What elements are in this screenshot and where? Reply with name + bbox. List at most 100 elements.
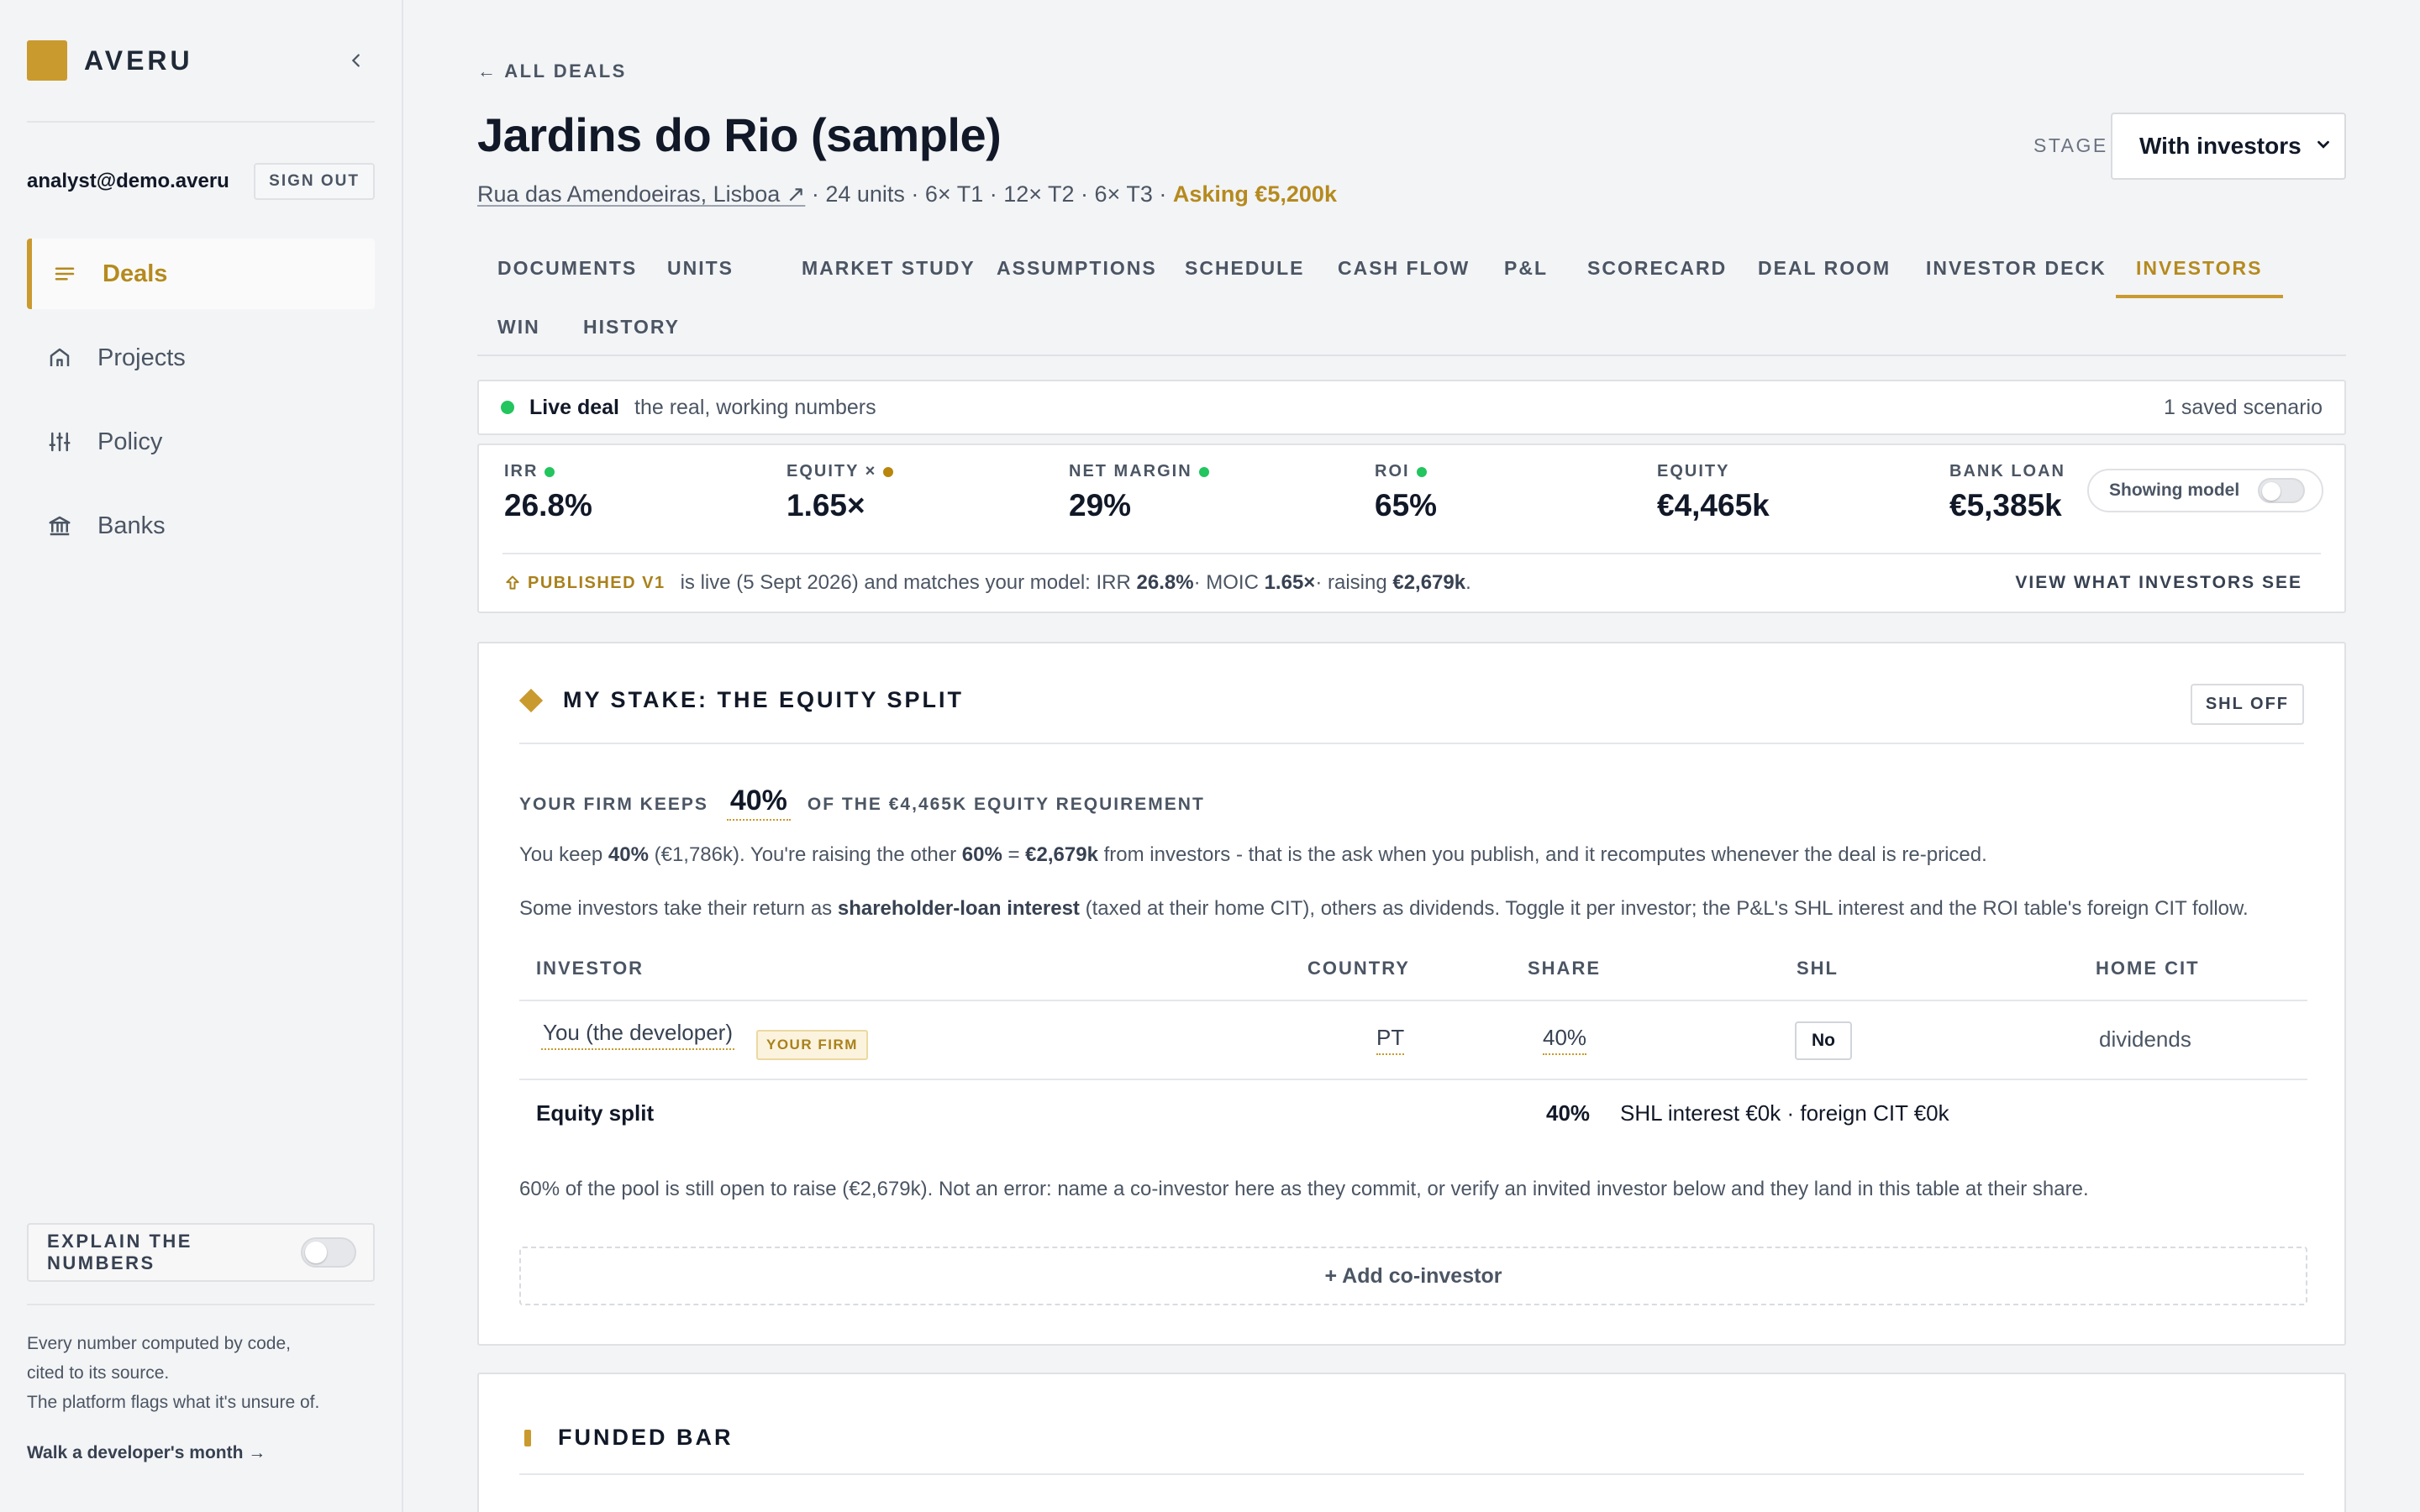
firm-keeps-suffix: OF THE €4,465K EQUITY REQUIREMENT (807, 795, 1205, 814)
tab-market-study[interactable]: MARKET STUDY (802, 257, 976, 279)
home-icon (47, 345, 72, 370)
tab-pl[interactable]: P&L (1504, 257, 1548, 279)
text: 40% (608, 843, 649, 866)
showing-model-label: Showing model (2109, 480, 2240, 500)
list-icon (52, 261, 77, 286)
status-dot (883, 466, 894, 477)
text: Some investors take their return as (519, 897, 838, 920)
kpi-equity[interactable]: EQUITY €4,465k (1657, 462, 1770, 523)
kpi-net-margin[interactable]: NET MARGIN 29% (1069, 462, 1209, 523)
address-link[interactable]: Rua das Amendoeiras, Lisboa ↗ (477, 181, 806, 207)
status-dot (1198, 466, 1209, 477)
deal-title: Jardins do Rio (sample) (477, 108, 1002, 161)
column-header-share: SHARE (1528, 958, 1602, 979)
deal-meta: Rua das Amendoeiras, Lisboa ↗ · 24 units… (477, 181, 1337, 207)
tab-history[interactable]: HISTORY (583, 316, 680, 338)
kpi-label: EQUITY (1657, 462, 1730, 480)
sign-out-button[interactable]: SIGN OUT (254, 163, 375, 200)
tab-documents[interactable]: DOCUMENTS (497, 257, 638, 279)
sidebar-item-policy[interactable]: Policy (27, 407, 375, 477)
tab-units[interactable]: UNITS (667, 257, 734, 279)
sidebar: AVERU analyst@demo.averu SIGN OUT Deals … (0, 0, 403, 1512)
deal-tabs: DOCUMENTS UNITS MARKET STUDY ASSUMPTIONS… (477, 244, 2346, 356)
user-row: analyst@demo.averu SIGN OUT (27, 163, 375, 200)
add-co-investor-button[interactable]: + Add co-investor (519, 1247, 2307, 1305)
sidebar-item-banks[interactable]: Banks (27, 491, 375, 561)
shl-toggle[interactable]: No (1795, 1021, 1852, 1060)
kpi-value: €5,385k (1949, 488, 2062, 522)
text: €2,679k (1025, 843, 1098, 866)
kpi-label: EQUITY × (786, 462, 877, 480)
published-text: is live (5 Sept 2026) and matches your m… (680, 571, 1131, 594)
view-investors-link[interactable]: VIEW WHAT INVESTORS SEE (2015, 573, 2302, 592)
column-header-shl: SHL (1797, 958, 1839, 979)
kpi-bank-loan[interactable]: BANK LOAN €5,385k (1949, 462, 2065, 523)
your-firm-badge: YOUR FIRM (756, 1030, 868, 1060)
published-tag-label: PUBLISHED V1 (528, 573, 666, 592)
footer-line: The platform flags what it's unsure of. (27, 1393, 320, 1412)
card-title: MY STAKE: THE EQUITY SPLIT (563, 687, 965, 712)
published-text: · raising (1315, 571, 1387, 594)
text: from investors - that is the ask when yo… (1097, 843, 1987, 866)
kpi-value: €4,465k (1657, 488, 1770, 522)
live-deal-subtitle: the real, working numbers (634, 395, 876, 419)
live-status-dot (501, 401, 514, 414)
published-tag: PUBLISHED V1 (504, 574, 666, 593)
status-dot (544, 466, 555, 477)
stage-select[interactable]: With investors (2111, 113, 2346, 180)
raise-explanation: You keep 40% (€1,786k). You're raising t… (519, 843, 2309, 867)
kpi-divider (502, 553, 2321, 554)
kpi-roi[interactable]: ROI 65% (1375, 462, 1437, 523)
sidebar-divider (27, 121, 375, 123)
tab-win[interactable]: WIN (497, 316, 540, 338)
equity-split-card: MY STAKE: THE EQUITY SPLIT SHL OFF YOUR … (477, 642, 2346, 1346)
explain-numbers-toggle[interactable] (300, 1237, 356, 1268)
walk-month-link[interactable]: Walk a developer's month → (27, 1443, 266, 1462)
kpi-irr[interactable]: IRR 26.8% (504, 462, 592, 523)
kpi-value: 65% (1375, 488, 1438, 522)
table-divider (519, 1000, 2307, 1001)
published-text: · MOIC (1193, 571, 1259, 594)
sidebar-item-label: Banks (97, 512, 166, 539)
firm-keeps-prefix: YOUR FIRM KEEPS (519, 795, 708, 814)
bar-icon (524, 1429, 531, 1446)
text: (taxed at their home CIT), others as div… (1079, 897, 2249, 920)
tab-cash-flow[interactable]: CASH FLOW (1338, 257, 1470, 279)
published-irr: 26.8% (1136, 571, 1194, 594)
investor-share[interactable]: 40% (1543, 1025, 1587, 1055)
saved-scenarios-count[interactable]: 1 saved scenario (2163, 395, 2323, 419)
tab-investors[interactable]: INVESTORS (2116, 244, 2283, 298)
user-email: analyst@demo.averu (27, 170, 229, 192)
investor-country[interactable]: PT (1376, 1025, 1405, 1055)
kpi-label: NET MARGIN (1069, 462, 1192, 480)
tab-schedule[interactable]: SCHEDULE (1185, 257, 1305, 279)
firm-keeps-input[interactable]: 40% (726, 785, 791, 821)
explain-numbers-toggle-row[interactable]: EXPLAIN THE NUMBERS (27, 1223, 375, 1282)
sliders-icon (47, 429, 72, 454)
text: = (1002, 843, 1026, 866)
showing-model-toggle[interactable] (2258, 478, 2306, 503)
text: 60% (961, 843, 1002, 866)
tab-investor-deck[interactable]: INVESTOR DECK (1926, 257, 2107, 279)
text: shareholder-loan interest (837, 897, 1080, 920)
brand[interactable]: AVERU (27, 40, 193, 81)
all-deals-link[interactable]: ← ALL DEALS (477, 60, 627, 81)
investor-name[interactable]: You (the developer) (541, 1005, 734, 1050)
card-header: FUNDED BAR (524, 1425, 734, 1451)
tab-assumptions[interactable]: ASSUMPTIONS (997, 257, 1157, 279)
sidebar-item-projects[interactable]: Projects (27, 323, 375, 393)
explain-numbers-label: EXPLAIN THE NUMBERS (47, 1231, 192, 1273)
card-title: FUNDED BAR (558, 1425, 734, 1450)
chevron-left-icon[interactable] (339, 44, 373, 77)
sidebar-nav: Deals Projects Policy Banks (27, 239, 375, 575)
live-deal-bar[interactable]: Live deal the real, working numbers 1 sa… (477, 380, 2346, 435)
brand-logo (27, 40, 67, 81)
kpi-equity-multiple[interactable]: EQUITY × 1.65× (786, 462, 894, 523)
sidebar-footer-note: Every number computed by code, cited to … (27, 1329, 375, 1417)
tab-scorecard[interactable]: SCORECARD (1587, 257, 1728, 279)
showing-model-toggle-row[interactable]: Showing model (2087, 469, 2324, 512)
firm-keeps-row: YOUR FIRM KEEPS 40% OF THE €4,465K EQUIT… (519, 785, 1205, 821)
tab-deal-room[interactable]: DEAL ROOM (1758, 257, 1891, 279)
shl-toggle-button[interactable]: SHL OFF (2190, 684, 2304, 725)
sidebar-item-deals[interactable]: Deals (27, 239, 375, 309)
